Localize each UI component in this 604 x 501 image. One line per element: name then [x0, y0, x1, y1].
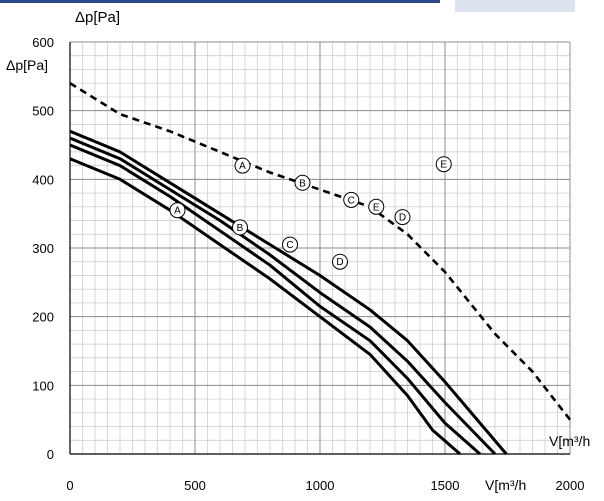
series-line-e [69, 82, 572, 421]
series-line-c [69, 136, 497, 456]
header-tab [455, 0, 575, 12]
grid [69, 41, 571, 455]
y-tick-label: 400 [32, 172, 54, 187]
x-tick-label: 1500 [431, 478, 460, 493]
dashed-curve-label-d-4-circle [394, 209, 411, 226]
top-y-axis-title: Δp[Pa] [75, 9, 120, 26]
series-label-d: D [336, 257, 343, 268]
dashed-curve-label-e-5: E [440, 160, 447, 171]
dashed-curve-label-d-4: D [399, 213, 406, 224]
series-line-d [69, 129, 508, 455]
dashed-curve-label-c-2: C [348, 195, 355, 206]
header-accent-bar [0, 0, 440, 3]
dashed-curve-label-a-0-circle [234, 157, 251, 174]
x-tick-label: 1000 [306, 478, 335, 493]
dashed-curve-label-a-0: A [239, 161, 246, 172]
x-tick-label: 2000 [556, 478, 585, 493]
series-line-b [69, 143, 481, 456]
series-label-a-circle [169, 202, 186, 219]
y-axis-title: Δp[Pa] [6, 57, 48, 73]
x-axis-title-inline: V[m³/h [549, 433, 590, 449]
series-label-d-circle [332, 253, 348, 270]
series-label-c-circle [282, 236, 298, 253]
series-line-a [69, 157, 461, 456]
curve-labels: A B C D A B C E D E [169, 156, 452, 270]
y-tick-label: 300 [32, 241, 54, 256]
dashed-curve-label-b-1: B [299, 178, 306, 189]
y-tick-label: 500 [32, 104, 54, 119]
dashed-curve-label-c-2-circle [343, 191, 360, 208]
series-label-b-circle [232, 219, 248, 236]
x-tick-label: 0 [66, 478, 73, 493]
y-tick-label: 200 [32, 310, 54, 325]
x-tick-label: 500 [184, 478, 206, 493]
dashed-curve-label-b-1-circle [294, 174, 311, 191]
series-layer [69, 82, 572, 456]
dashed-curve-label-e-5-circle [435, 156, 452, 173]
series-label-c: C [286, 240, 293, 251]
series-label-b: B [237, 223, 244, 234]
y-tick-label: 0 [47, 447, 54, 462]
dashed-curve-label-e-3: E [373, 202, 380, 213]
series-label-a: A [174, 206, 181, 217]
x-axis-title-bottom: V[m³/h [485, 477, 526, 493]
y-tick-label: 600 [32, 35, 54, 50]
y-tick-label: 100 [32, 378, 54, 393]
dashed-curve-label-e-3-circle [368, 198, 385, 215]
axes: 0 100 200 300 400 500 600 0 500 1000 1500 2000 [32, 35, 584, 493]
